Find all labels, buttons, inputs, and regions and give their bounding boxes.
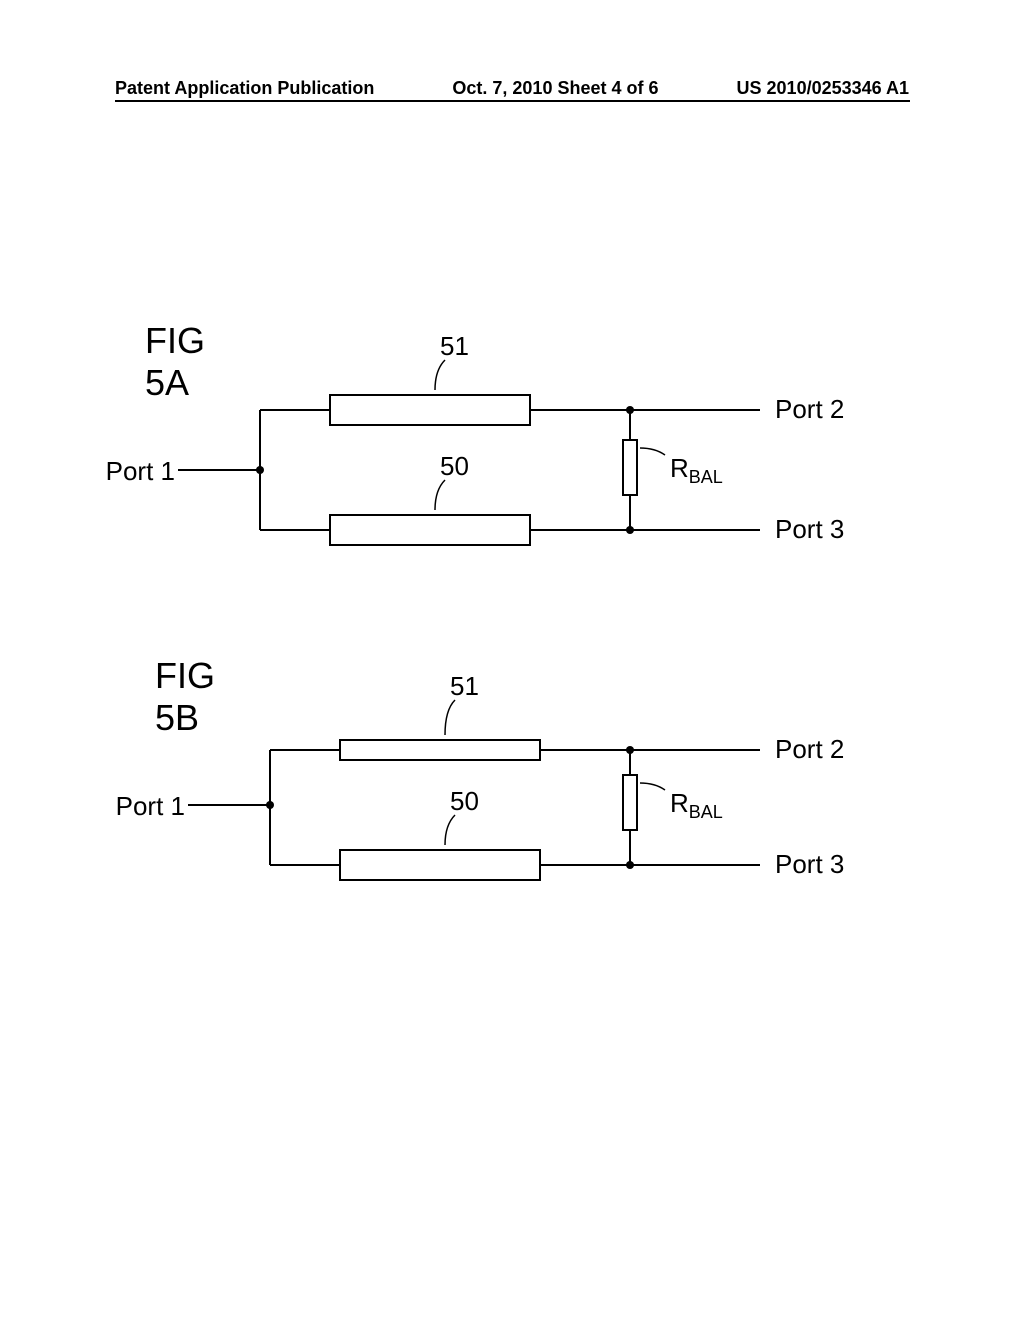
- header-divider: [115, 100, 910, 102]
- resistor-leader: [640, 783, 665, 790]
- port3-text: Port 3: [775, 514, 844, 544]
- figure-5b-diagram: 51 50 Port 1 Port 2 Port 3 RBAL: [190, 670, 910, 950]
- port1-text: Port 1: [106, 456, 175, 486]
- ref50-leader: [445, 815, 455, 845]
- resistor-body: [623, 775, 637, 830]
- port2-text: Port 2: [775, 734, 844, 764]
- resistor-text: RBAL: [670, 788, 723, 822]
- box-50: [340, 850, 540, 880]
- port1-text: Port 1: [116, 791, 185, 821]
- box-51: [330, 395, 530, 425]
- port2-text: Port 2: [775, 394, 844, 424]
- ref51-text: 51: [450, 671, 479, 701]
- ref50-text: 50: [440, 451, 469, 481]
- figure-5a-diagram: 51 50 Port 1 Port 2 Port 3 RBAL: [180, 335, 900, 615]
- header-center: Oct. 7, 2010 Sheet 4 of 6: [452, 78, 658, 99]
- ref51-leader: [445, 700, 455, 735]
- port3-text: Port 3: [775, 849, 844, 879]
- ref50-leader: [435, 480, 445, 510]
- ref51-leader: [435, 360, 445, 390]
- header-left: Patent Application Publication: [115, 78, 374, 99]
- resistor-text: RBAL: [670, 453, 723, 487]
- resistor-body: [623, 440, 637, 495]
- box-51: [340, 740, 540, 760]
- page-header: Patent Application Publication Oct. 7, 2…: [0, 78, 1024, 99]
- box-50: [330, 515, 530, 545]
- header-right: US 2010/0253346 A1: [737, 78, 909, 99]
- resistor-leader: [640, 448, 665, 455]
- ref51-text: 51: [440, 331, 469, 361]
- ref50-text: 50: [450, 786, 479, 816]
